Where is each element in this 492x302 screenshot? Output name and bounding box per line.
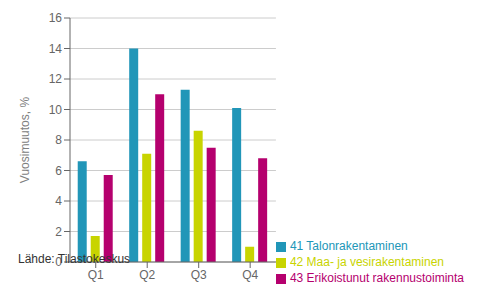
html-text:43 Erikoistunut rakennustoimin: 43 Erikoistunut rakennustoiminta (289, 271, 464, 285)
svg-text:14: 14 (49, 42, 63, 56)
svg-text:6: 6 (55, 164, 62, 178)
svg-text:16: 16 (49, 11, 63, 25)
svg-text:4: 4 (55, 194, 62, 208)
svg-text:Q2: Q2 (139, 268, 155, 282)
svg-text:Q4: Q4 (242, 268, 258, 282)
svg-text:Q1: Q1 (88, 268, 104, 282)
svg-text:8: 8 (55, 133, 62, 147)
html-text:41 Talonrakentaminen: 41 Talonrakentaminen (289, 239, 408, 253)
html-text:Lähde: Tilastokeskus: Lähde: Tilastokeskus (18, 252, 131, 266)
svg-text:12: 12 (49, 72, 63, 86)
svg-text:2: 2 (55, 225, 62, 239)
svg-text:Vuosimuutos, %: Vuosimuutos, % (18, 97, 32, 184)
svg-text:10: 10 (49, 103, 63, 117)
svg-text:Q3: Q3 (191, 268, 207, 282)
html-text:42 Maa- ja vesirakentaminen: 42 Maa- ja vesirakentaminen (289, 255, 444, 269)
